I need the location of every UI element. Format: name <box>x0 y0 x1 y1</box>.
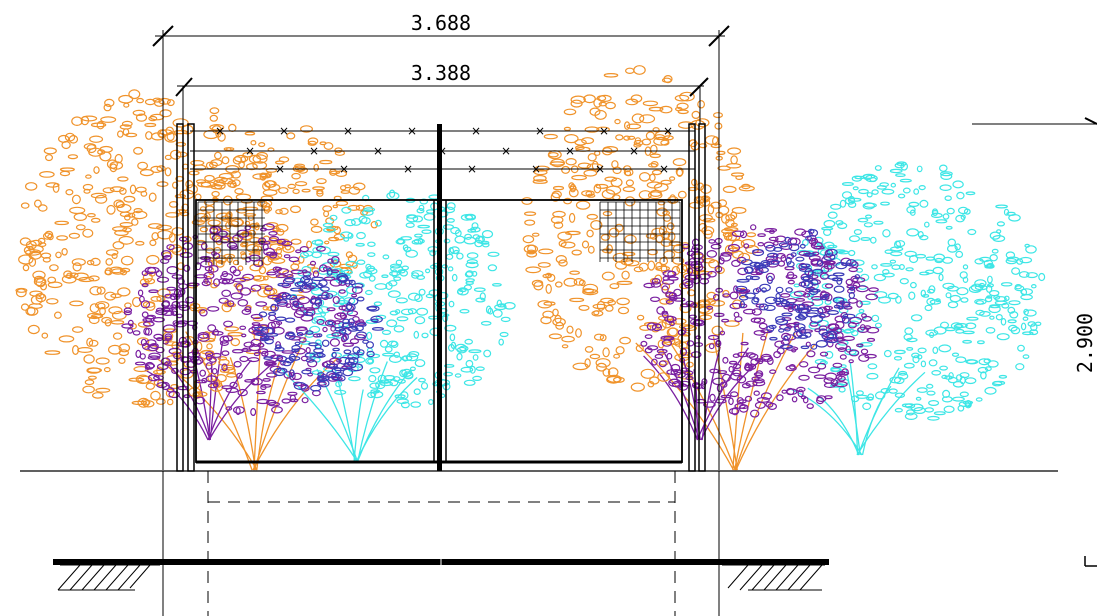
gate-mesh <box>197 201 681 265</box>
svg-text:×: × <box>531 162 541 176</box>
svg-text:×: × <box>279 124 289 138</box>
svg-text:×: × <box>373 144 383 158</box>
svg-text:×: × <box>659 162 669 176</box>
svg-text:×: × <box>309 144 319 158</box>
dimension-inner-width <box>175 77 709 124</box>
dimension-overall-width-label: 3.688 <box>411 11 471 35</box>
extension-lines <box>162 30 720 470</box>
dimension-height-label: 2.900 <box>1073 313 1097 373</box>
svg-text:×: × <box>245 144 255 158</box>
soil-hatch-right <box>722 564 825 591</box>
svg-text:×: × <box>339 162 349 176</box>
svg-text:×: × <box>437 144 447 158</box>
gate-frame <box>176 123 706 472</box>
svg-text:×: × <box>595 162 605 176</box>
svg-text:×: × <box>407 124 417 138</box>
svg-text:×: × <box>215 124 225 138</box>
svg-text:×: × <box>535 124 545 138</box>
svg-text:×: × <box>467 162 477 176</box>
tree-foliage-layer <box>15 65 1046 471</box>
dimension-height <box>972 117 1097 567</box>
dimension-inner-width-label: 3.388 <box>411 61 471 85</box>
soil-hatch-left <box>57 564 160 591</box>
foundation <box>162 471 720 616</box>
svg-text:×: × <box>501 144 511 158</box>
svg-text:×: × <box>663 124 673 138</box>
svg-text:×: × <box>565 144 575 158</box>
svg-text:×: × <box>275 162 285 176</box>
svg-text:×: × <box>599 124 609 138</box>
dimension-overall-width <box>152 25 730 47</box>
svg-text:×: × <box>343 124 353 138</box>
svg-text:×: × <box>629 144 639 158</box>
svg-text:×: × <box>403 162 413 176</box>
svg-text:×: × <box>471 124 481 138</box>
barbed-wire: × × × × × × × × × × × × × × × × × × × × × × <box>190 124 695 176</box>
